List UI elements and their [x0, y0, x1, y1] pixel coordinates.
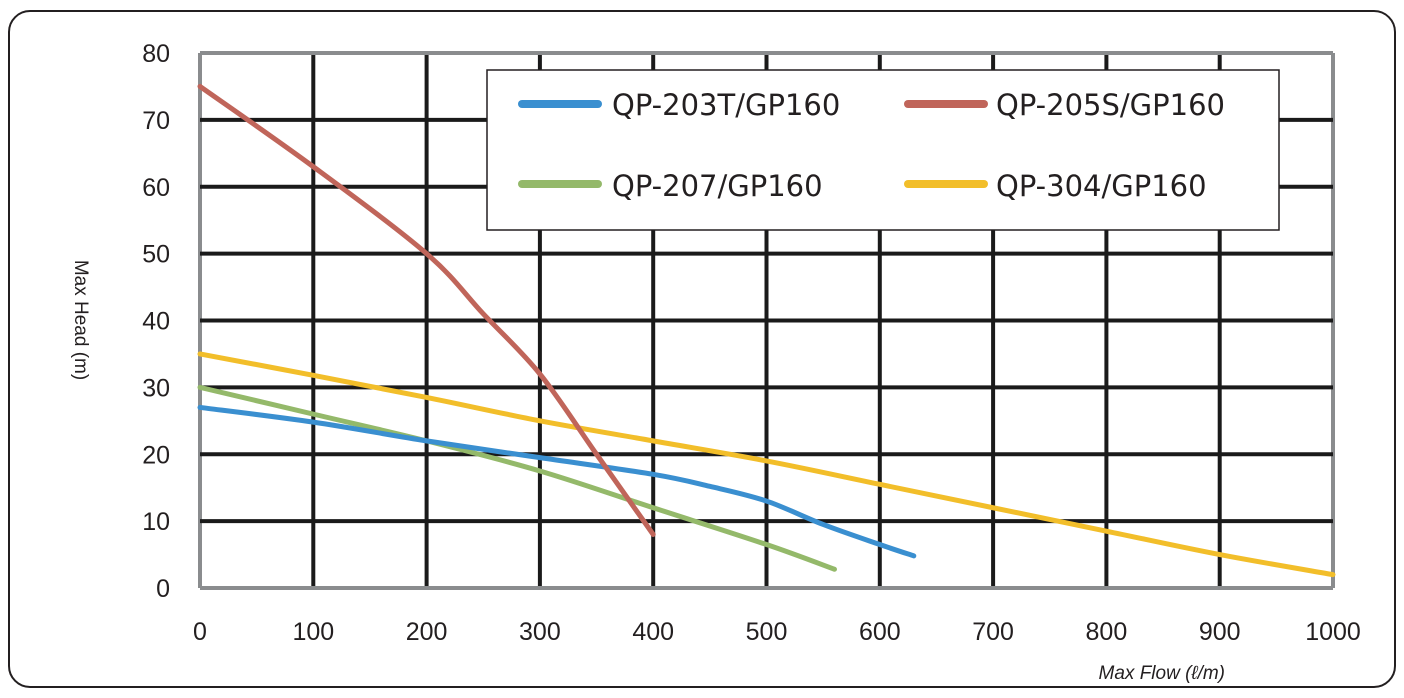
x-tick-label: 0 [193, 618, 207, 646]
y-tick-label: 50 [142, 241, 170, 269]
legend: QP-203T/GP160 QP-205S/GP160 QP-207/GP160… [486, 69, 1280, 231]
legend-label-qp-203t: QP-203T/GP160 [612, 88, 840, 122]
y-tick-label: 80 [142, 40, 170, 68]
y-tick-label: 0 [156, 575, 170, 603]
legend-label-qp-207: QP-207/GP160 [612, 169, 823, 203]
x-tick-label: 200 [406, 618, 448, 646]
series-line-qp-203t-gp160 [197, 404, 917, 559]
x-axis-title: Max Flow (ℓ/m) [1099, 663, 1225, 684]
x-tick-label: 600 [859, 618, 901, 646]
y-tick-label: 10 [142, 508, 170, 536]
x-tick-label: 400 [632, 618, 674, 646]
y-tick-label: 70 [142, 107, 170, 135]
y-axis-title: Max Head (m) [70, 260, 91, 380]
y-tick-label: 60 [142, 174, 170, 202]
y-tick-label: 20 [142, 441, 170, 469]
series-line-qp-304-gp160 [197, 351, 1336, 578]
x-tick-labels: 0 100 200 300 400 500 600 700 800 900 1000 [193, 618, 1361, 646]
legend-label-qp-304: QP-304/GP160 [996, 169, 1207, 203]
y-tick-label: 30 [142, 374, 170, 402]
x-tick-label: 100 [292, 618, 334, 646]
x-tick-label: 800 [1086, 618, 1128, 646]
x-tick-label: 1000 [1305, 618, 1361, 646]
legend-label-qp-205s: QP-205S/GP160 [996, 88, 1225, 122]
x-tick-label: 300 [519, 618, 561, 646]
y-tick-label: 40 [142, 308, 170, 336]
x-tick-label: 500 [746, 618, 788, 646]
series-line-qp-207-gp160 [197, 384, 837, 572]
legend-box [486, 69, 1280, 231]
x-tick-label: 700 [972, 618, 1014, 646]
series-lines [197, 83, 1336, 578]
y-tick-labels: 0 10 20 30 40 50 60 70 80 [142, 40, 170, 603]
x-tick-label: 900 [1199, 618, 1241, 646]
series-line-qp-205s-gp160 [197, 83, 656, 537]
